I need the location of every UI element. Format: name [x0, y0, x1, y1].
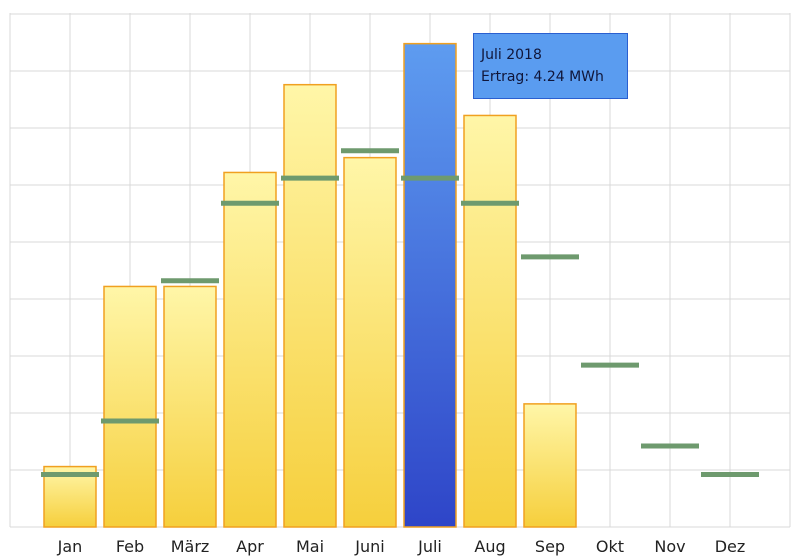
tooltip: Juli 2018 Ertrag: 4.24 MWh — [473, 33, 628, 99]
bar-feb[interactable] — [103, 285, 157, 528]
bar-juni[interactable] — [343, 156, 397, 528]
x-tick-label: März — [171, 537, 210, 556]
x-tick-label: Jan — [57, 537, 83, 556]
tooltip-value: Ertrag: 4.24 MWh — [481, 69, 604, 85]
target-lines — [41, 148, 759, 478]
bar-aug[interactable] — [463, 114, 517, 528]
x-tick-label: Okt — [596, 537, 624, 556]
x-tick-label: Aug — [474, 537, 505, 556]
x-tick-label: Dez — [715, 537, 746, 556]
bar-märz[interactable] — [163, 285, 217, 528]
x-tick-label: Sep — [535, 537, 565, 556]
bars — [43, 42, 577, 528]
bar-mai[interactable] — [283, 83, 337, 528]
tooltip-title: Juli 2018 — [481, 47, 542, 63]
bar-juli[interactable] — [403, 42, 457, 528]
x-tick-label: Apr — [236, 537, 264, 556]
x-tick-labels: Jan Feb März Apr Mai Juni Juli Aug Sep Okt Nov Dez — [57, 537, 746, 556]
x-tick-label: Nov — [654, 537, 685, 556]
x-tick-label: Juli — [417, 537, 442, 556]
x-tick-label: Mai — [296, 537, 324, 556]
bar-sep[interactable] — [523, 403, 577, 528]
bar-apr[interactable] — [223, 171, 277, 528]
x-tick-label: Juni — [354, 537, 384, 556]
x-tick-label: Feb — [116, 537, 144, 556]
